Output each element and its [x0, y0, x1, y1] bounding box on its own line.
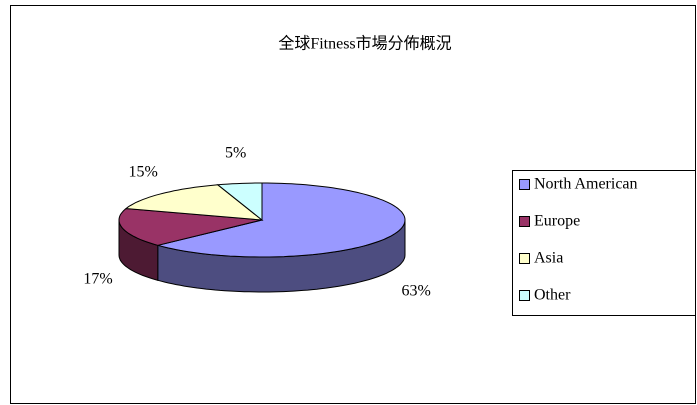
- slice: [216, 182, 263, 222]
- data-label: 63%: [402, 282, 431, 299]
- slice: [118, 208, 263, 246]
- legend-swatch: [519, 290, 530, 301]
- legend-label: Other: [534, 287, 571, 304]
- data-label: 17%: [83, 270, 112, 287]
- legend-swatch: [519, 179, 530, 190]
- data-label: 5%: [225, 144, 246, 161]
- legend-label: Asia: [534, 250, 563, 267]
- legend-swatch: [519, 216, 530, 227]
- slice: [157, 182, 406, 258]
- legend-label: Europe: [534, 213, 580, 230]
- legend-box: [512, 170, 696, 316]
- legend-swatch: [519, 253, 530, 264]
- chart-title: 全球Fitness市場分佈概況: [278, 35, 451, 53]
- data-label: 15%: [129, 163, 158, 180]
- legend-label: North American: [534, 176, 638, 193]
- slice: [124, 184, 264, 221]
